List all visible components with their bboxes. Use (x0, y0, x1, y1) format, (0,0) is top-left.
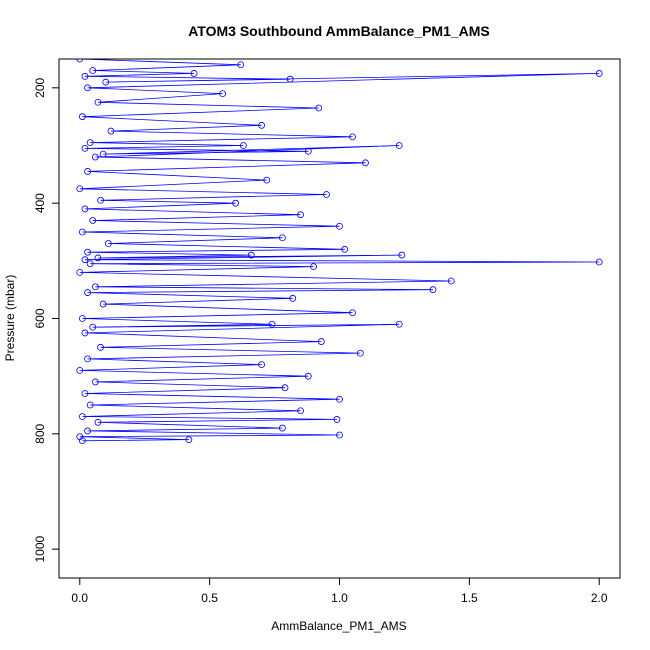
data-point (94, 98, 102, 106)
data-point (237, 61, 245, 69)
data-point (219, 90, 227, 97)
data-point (336, 431, 343, 439)
data-point (81, 390, 89, 397)
data-point (281, 384, 289, 392)
data-point (595, 258, 603, 266)
data-point (447, 277, 455, 285)
data-point (395, 320, 403, 328)
series-line (79, 59, 600, 442)
data-point (84, 84, 91, 92)
y-axis: 200 400 600 800 1000 (33, 78, 60, 563)
data-point (278, 424, 286, 432)
data-point (94, 418, 102, 426)
data-point (289, 294, 297, 302)
data-point (341, 245, 349, 253)
x-tick-label: 1.5 (461, 591, 478, 605)
data-point (362, 159, 369, 167)
data-point (81, 144, 89, 152)
data-point (76, 59, 84, 63)
y-tick-label: 1000 (33, 535, 47, 562)
data-point (91, 283, 99, 291)
data-point (84, 168, 91, 175)
data-point (78, 437, 86, 445)
data-point (76, 185, 84, 193)
data-point (84, 355, 91, 363)
data-point (315, 104, 323, 112)
data-point (97, 196, 104, 204)
data-point (258, 121, 265, 129)
data-point (91, 378, 99, 386)
data-point (78, 315, 86, 322)
data-point (89, 67, 97, 74)
x-axis: 0.0 0.5 1.0 1.5 2.0 (71, 577, 608, 605)
data-point (78, 113, 86, 121)
data-point (84, 427, 91, 435)
x-tick-label: 0.0 (71, 591, 88, 605)
data-point (297, 211, 304, 219)
x-axis-label: AmmBalance_PM1_AMS (271, 619, 406, 633)
data-point (76, 268, 84, 276)
data-point (81, 72, 89, 80)
data-point (395, 142, 403, 149)
data-point (86, 260, 94, 268)
y-tick-label: 400 (33, 193, 47, 213)
data-point (310, 263, 317, 271)
y-tick-label: 200 (33, 78, 47, 98)
x-tick-label: 1.0 (331, 591, 348, 605)
data-point (268, 320, 276, 328)
data-point (81, 256, 89, 264)
data-point (247, 251, 255, 259)
y-tick-label: 800 (33, 424, 47, 444)
data-point (333, 416, 341, 423)
data-point (304, 372, 312, 380)
data-point (89, 217, 97, 224)
data-point (323, 191, 330, 198)
data-point (336, 395, 343, 403)
data-point (429, 286, 437, 294)
data-point (86, 401, 94, 409)
data-point (81, 329, 89, 337)
plot-area (76, 59, 603, 445)
data-point (78, 413, 86, 420)
x-tick-label: 0.5 (201, 591, 218, 605)
data-point (336, 222, 343, 230)
chart-title: ATOM3 Southbound AmmBalance_PM1_AMS (188, 23, 490, 39)
data-point (304, 147, 312, 155)
data-point (258, 361, 265, 369)
data-point (76, 366, 84, 374)
data-point (185, 436, 193, 444)
data-point (99, 150, 107, 158)
data-point (78, 228, 86, 236)
data-point (107, 127, 115, 135)
data-point (232, 199, 240, 207)
data-point (97, 343, 104, 351)
x-tick-label: 2.0 (591, 591, 608, 605)
data-point (84, 248, 91, 256)
data-point (263, 176, 271, 184)
data-point (349, 133, 356, 141)
data-point (102, 78, 110, 86)
data-point (297, 407, 304, 415)
data-point (91, 153, 99, 161)
series-group (76, 59, 603, 445)
data-point (349, 309, 356, 317)
y-tick-label: 600 (33, 308, 47, 328)
data-point (317, 338, 325, 345)
data-point (84, 289, 91, 296)
data-point (190, 70, 198, 77)
data-point (398, 251, 406, 259)
data-point (94, 254, 102, 262)
data-point (104, 240, 112, 247)
data-point (89, 323, 97, 331)
data-point (86, 139, 94, 147)
data-point (99, 300, 107, 308)
y-axis-label: Pressure (mbar) (3, 275, 17, 362)
data-point (595, 70, 603, 77)
data-point (286, 75, 294, 83)
data-point (240, 142, 247, 149)
data-point (81, 205, 89, 213)
data-point (356, 349, 364, 357)
data-point (278, 234, 286, 242)
